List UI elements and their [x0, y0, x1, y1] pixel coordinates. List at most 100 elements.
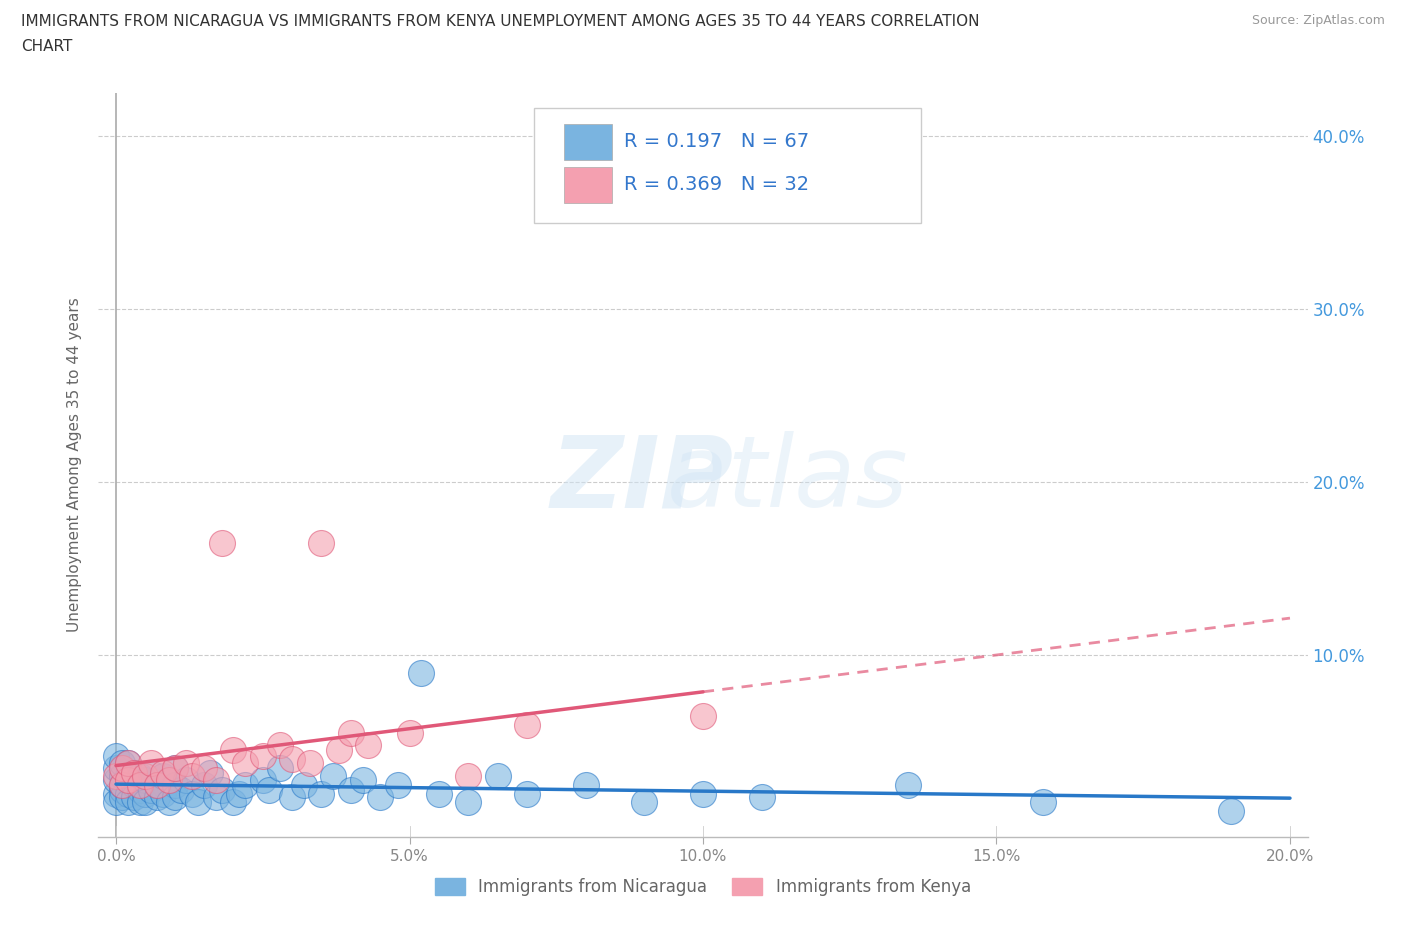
Point	[111, 790, 134, 804]
Y-axis label: Unemployment Among Ages 35 to 44 years: Unemployment Among Ages 35 to 44 years	[67, 298, 83, 632]
Point	[146, 790, 169, 804]
Text: R = 0.369   N = 32: R = 0.369 N = 32	[624, 175, 810, 194]
Point	[146, 777, 169, 792]
Point	[134, 795, 156, 810]
Point	[169, 783, 191, 798]
Point	[176, 755, 198, 770]
Point	[311, 786, 333, 801]
Point	[398, 725, 420, 740]
Point	[105, 786, 128, 801]
Point	[176, 773, 198, 788]
Point	[457, 795, 479, 810]
Point	[269, 761, 291, 776]
Point	[122, 765, 145, 780]
Point	[457, 769, 479, 784]
Point	[281, 790, 304, 804]
Point	[211, 783, 233, 798]
Point	[1220, 804, 1243, 818]
Bar	[564, 125, 613, 160]
Point	[292, 777, 315, 792]
Point	[516, 786, 538, 801]
Point	[141, 755, 163, 770]
Point	[128, 795, 150, 810]
Point	[352, 773, 374, 788]
FancyBboxPatch shape	[534, 108, 921, 223]
Point	[111, 761, 134, 776]
Point	[128, 777, 150, 792]
Text: IMMIGRANTS FROM NICARAGUA VS IMMIGRANTS FROM KENYA UNEMPLOYMENT AMONG AGES 35 TO: IMMIGRANTS FROM NICARAGUA VS IMMIGRANTS …	[21, 14, 980, 29]
Point	[357, 737, 380, 752]
Point	[152, 765, 174, 780]
Point	[340, 725, 363, 740]
Point	[117, 786, 139, 801]
Point	[751, 790, 773, 804]
Point	[387, 777, 409, 792]
Point	[228, 786, 250, 801]
Point	[340, 783, 363, 798]
Point	[187, 795, 209, 810]
Point	[516, 717, 538, 732]
Point	[134, 773, 156, 788]
Point	[193, 777, 215, 792]
Point	[117, 769, 139, 784]
Point	[368, 790, 391, 804]
Point	[486, 769, 509, 784]
Point	[233, 755, 256, 770]
Point	[117, 755, 139, 770]
Text: CHART: CHART	[21, 39, 73, 54]
Point	[233, 777, 256, 792]
Point	[157, 773, 180, 788]
Text: R = 0.197   N = 67: R = 0.197 N = 67	[624, 132, 810, 151]
Point	[897, 777, 920, 792]
Point	[281, 751, 304, 766]
Point	[157, 795, 180, 810]
Point	[633, 795, 655, 810]
Point	[105, 761, 128, 776]
Point	[1032, 795, 1054, 810]
Text: atlas: atlas	[666, 432, 908, 528]
Point	[105, 749, 128, 764]
Text: Source: ZipAtlas.com: Source: ZipAtlas.com	[1251, 14, 1385, 27]
Point	[128, 783, 150, 798]
Point	[117, 773, 139, 788]
Point	[204, 773, 226, 788]
Point	[111, 777, 134, 792]
Point	[163, 777, 186, 792]
Point	[692, 786, 714, 801]
Point	[298, 755, 321, 770]
Point	[692, 709, 714, 724]
Point	[181, 786, 204, 801]
Point	[105, 795, 128, 810]
Point	[105, 773, 128, 788]
Bar	[564, 167, 613, 203]
Point	[122, 765, 145, 780]
Point	[122, 790, 145, 804]
Point	[252, 773, 274, 788]
Point	[193, 761, 215, 776]
Point	[152, 786, 174, 801]
Point	[128, 769, 150, 784]
Point	[122, 777, 145, 792]
Point	[111, 755, 134, 770]
Point	[163, 761, 186, 776]
Point	[163, 790, 186, 804]
Point	[117, 795, 139, 810]
Text: ZIP: ZIP	[551, 432, 734, 528]
Point	[204, 790, 226, 804]
Point	[257, 783, 280, 798]
Point	[152, 769, 174, 784]
Point	[198, 765, 221, 780]
Point	[411, 665, 433, 680]
Point	[163, 761, 186, 776]
Point	[211, 536, 233, 551]
Point	[181, 769, 204, 784]
Point	[111, 769, 134, 784]
Point	[222, 795, 245, 810]
Point	[117, 755, 139, 770]
Point	[252, 749, 274, 764]
Point	[269, 737, 291, 752]
Point	[134, 769, 156, 784]
Point	[222, 743, 245, 758]
Point	[141, 765, 163, 780]
Point	[322, 769, 344, 784]
